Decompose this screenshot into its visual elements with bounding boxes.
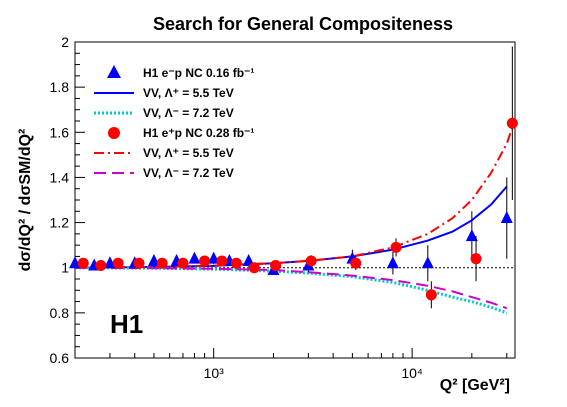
legend-label: VV, Λ⁺ = 5.5 TeV bbox=[143, 146, 234, 160]
y-axis: 0.6 0.8 1 1.2 1.4 1.6 1.8 2 bbox=[50, 34, 85, 366]
data-point-circle bbox=[133, 257, 145, 269]
data-point-circle bbox=[77, 257, 89, 269]
model-curve bbox=[74, 266, 508, 310]
model-curve bbox=[74, 127, 514, 269]
legend-label: VV, Λ⁻ = 7.2 TeV bbox=[143, 166, 234, 180]
data-point-circle bbox=[177, 257, 189, 269]
data-point-circle bbox=[305, 255, 317, 267]
data-point-circle bbox=[350, 257, 362, 269]
x-tick-label: 10⁴ bbox=[401, 365, 423, 381]
data-point-circle bbox=[216, 255, 228, 267]
y-tick-label: 0.8 bbox=[50, 305, 70, 321]
legend-label: VV, Λ⁻ = 7.2 TeV bbox=[143, 106, 234, 120]
data-point-circle bbox=[230, 257, 242, 269]
data-point-triangle bbox=[465, 229, 478, 242]
y-axis-label: dσ/dQ² / dσSM/dQ² bbox=[17, 129, 34, 272]
data-point-triangle bbox=[103, 256, 116, 269]
x-tick-label: 10³ bbox=[204, 365, 225, 381]
y-tick-label: 0.6 bbox=[50, 350, 70, 366]
data-point-triangle bbox=[69, 256, 81, 269]
data-point-circle bbox=[270, 259, 282, 271]
legend-label: VV, Λ⁺ = 5.5 TeV bbox=[143, 86, 234, 100]
legend-marker-circle bbox=[108, 127, 120, 139]
model-curves bbox=[74, 127, 514, 315]
data-point-triangle bbox=[386, 256, 399, 269]
legend: H1 e⁻p NC 0.16 fb⁻¹ VV, Λ⁺ = 5.5 TeV VV, Λ… bbox=[94, 65, 254, 180]
data-point-circle bbox=[425, 289, 437, 301]
legend-label: H1 e⁻p NC 0.16 fb⁻¹ bbox=[143, 66, 254, 80]
y-tick-label: 2 bbox=[61, 34, 69, 50]
data-point-circle bbox=[95, 259, 107, 271]
data-point-triangle bbox=[421, 256, 434, 269]
y-tick-label: 1.2 bbox=[50, 215, 70, 231]
data-point-triangle bbox=[188, 251, 201, 264]
data-point-triangle bbox=[500, 211, 513, 224]
data-point-circle bbox=[470, 253, 482, 265]
h1-watermark: H1 bbox=[110, 309, 143, 339]
legend-marker-triangle bbox=[107, 65, 121, 78]
y-tick-label: 1.8 bbox=[50, 79, 70, 95]
data-point-circle bbox=[199, 255, 211, 267]
data-point-circle bbox=[506, 117, 518, 129]
y-tick-label: 1 bbox=[61, 260, 69, 276]
data-point-circle bbox=[156, 257, 168, 269]
y-tick-label: 1.6 bbox=[50, 124, 70, 140]
legend-label: H1 e⁺p NC 0.28 fb⁻¹ bbox=[143, 126, 254, 140]
data-points bbox=[69, 46, 518, 309]
model-curve bbox=[74, 185, 508, 269]
x-axis-label: Q² [GeV²] bbox=[440, 377, 510, 394]
y-tick-label: 1.4 bbox=[50, 169, 70, 185]
data-point-circle bbox=[112, 257, 124, 269]
x-axis: 10³ 10⁴ bbox=[74, 348, 508, 381]
model-curve bbox=[74, 266, 508, 315]
data-point-circle bbox=[390, 241, 402, 253]
data-point-circle bbox=[248, 262, 260, 274]
chart-title: Search for General Compositeness bbox=[153, 14, 453, 34]
